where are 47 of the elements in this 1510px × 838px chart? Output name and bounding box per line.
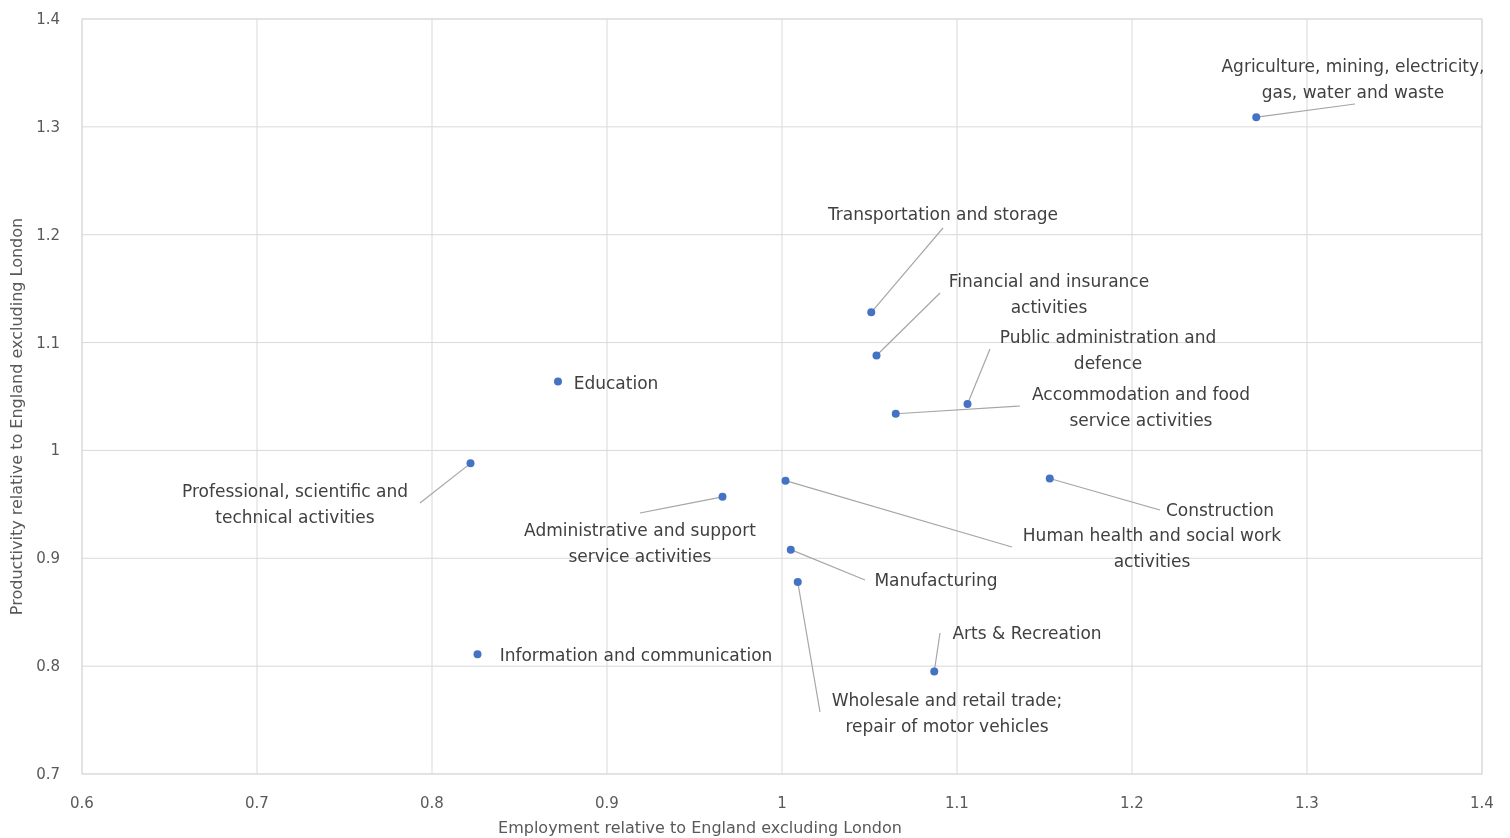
point (891, 409, 900, 418)
annotation: Public administration and defence (999, 327, 1217, 373)
annotation: Wholesale and retail trade; repair of motor vehicles (831, 690, 1063, 736)
annotation: Agriculture, mining, electricity, gas, water and waste (1221, 56, 1485, 102)
point (781, 476, 790, 485)
x-tick-label: 1.2 (1120, 794, 1144, 812)
point (793, 578, 802, 587)
x-tick-label: 1.1 (945, 794, 969, 812)
y-tick-label: 1.2 (36, 225, 60, 244)
point (554, 377, 562, 386)
point (786, 545, 795, 554)
y-tick-label: 0.7 (36, 765, 60, 783)
x-tick-label: 0.8 (420, 794, 444, 812)
y-tick-label: 1 (50, 441, 60, 460)
x-tick-label: 0.9 (595, 794, 619, 812)
annotation: Education (573, 373, 659, 393)
point (466, 459, 475, 468)
annotation: Administrative and support service activities (524, 520, 757, 566)
y-tick-label: 0.8 (36, 657, 60, 676)
annotation: Professional, scientific and technical activities (182, 481, 408, 527)
point (867, 308, 876, 317)
x-tick-label: 1 (777, 794, 787, 812)
point (872, 351, 881, 360)
y-tick-label: 1.3 (36, 117, 60, 136)
y-axis-title: Productivity relative to England excluding London (7, 217, 26, 616)
x-axis-title: Employment relative to England excluding London (498, 818, 902, 837)
point (963, 400, 972, 409)
x-tick-label: 1.4 (1470, 794, 1494, 812)
annotation: Transportation and storage (826, 204, 1059, 224)
point (1045, 474, 1054, 483)
x-tick-label: 1.3 (1295, 794, 1319, 812)
annotation: Human health and social work activities (1022, 525, 1282, 571)
y-tick-label: 1.1 (36, 333, 60, 352)
point (1252, 113, 1261, 122)
annotation: Arts & Recreation (952, 623, 1102, 643)
x-tick-label: 0.6 (70, 794, 94, 812)
x-tick-label: 0.7 (245, 794, 269, 812)
annotation: Information and communication (499, 645, 773, 665)
annotation: Manufacturing (874, 570, 998, 590)
y-tick-label: 0.9 (36, 549, 60, 568)
annotation: Financial and insurance activities (948, 271, 1150, 317)
y-tick-label: 1.4 (36, 10, 60, 28)
point (473, 650, 482, 659)
annotation: Construction (1165, 500, 1275, 520)
point (718, 492, 727, 501)
point (930, 667, 939, 676)
annotation: Accommodation and food service activities (1031, 384, 1251, 430)
